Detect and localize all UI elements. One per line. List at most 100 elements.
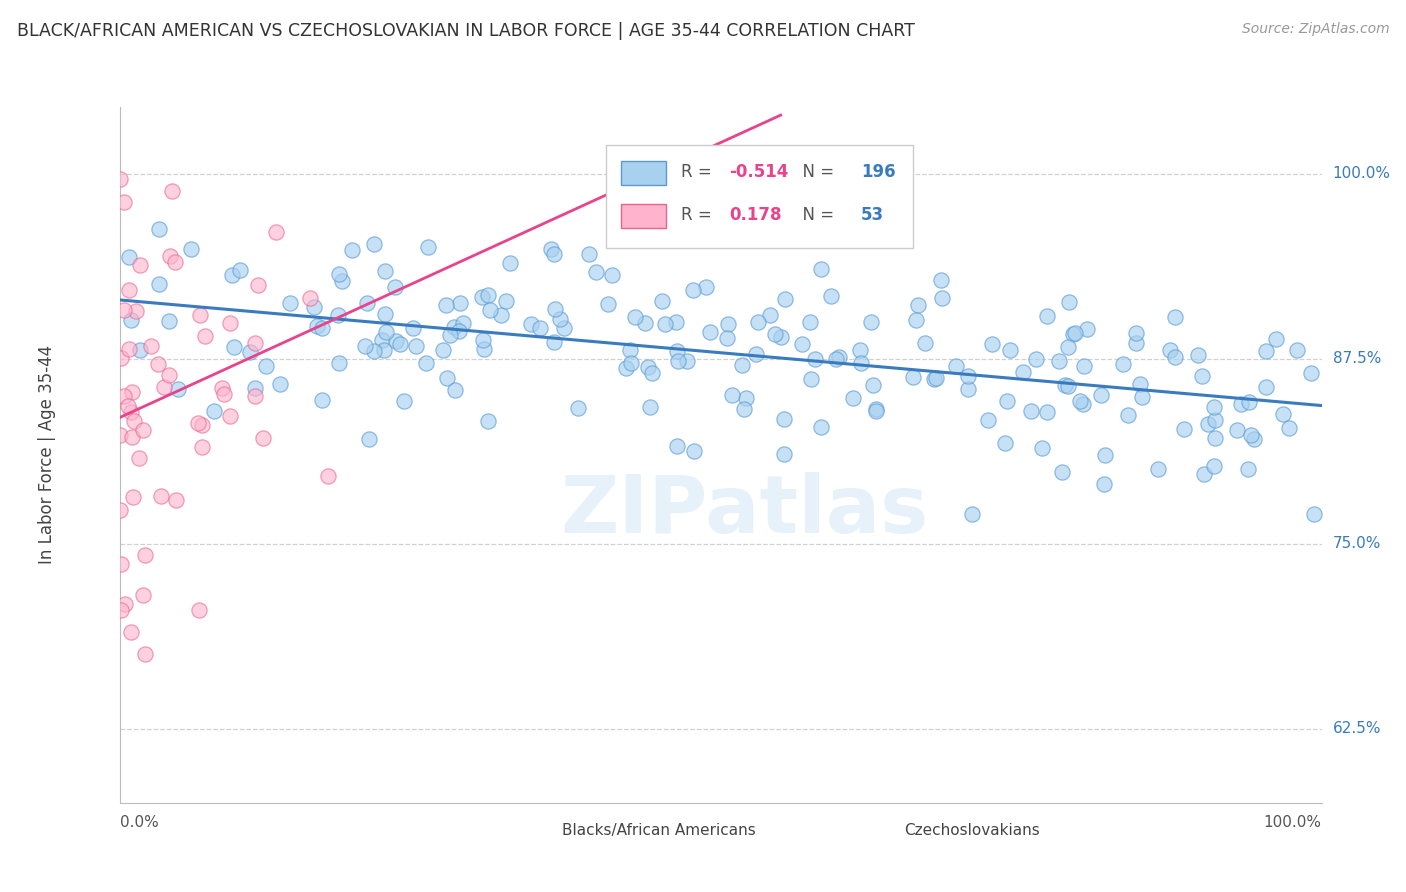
Point [735, 391, 758, 405]
Point [443, 383, 465, 397]
Text: In Labor Force | Age 35-44: In Labor Force | Age 35-44 [38, 345, 56, 565]
FancyBboxPatch shape [621, 161, 666, 185]
Point [120, 313, 142, 327]
Point [1073, 359, 1095, 373]
Point [1092, 476, 1115, 491]
Point [252, 431, 274, 445]
Point [1090, 387, 1112, 401]
Point [865, 404, 887, 418]
Point [401, 321, 423, 335]
Point [931, 291, 953, 305]
Point [120, 405, 142, 419]
Point [981, 337, 1004, 351]
Point [243, 389, 266, 403]
Point [820, 289, 842, 303]
Point [548, 312, 571, 326]
Text: BLACK/AFRICAN AMERICAN VS CZECHOSLOVAKIAN IN LABOR FORCE | AGE 35-44 CORRELATION: BLACK/AFRICAN AMERICAN VS CZECHOSLOVAKIA… [17, 22, 915, 40]
Point [477, 414, 499, 428]
Point [1050, 465, 1073, 479]
Point [1057, 295, 1080, 310]
Point [637, 360, 659, 375]
Text: 100.0%: 100.0% [1264, 814, 1322, 830]
Point [243, 381, 266, 395]
Point [439, 327, 461, 342]
Point [1286, 343, 1309, 357]
Point [354, 339, 377, 353]
Point [1163, 310, 1185, 325]
Point [1192, 467, 1215, 482]
Point [132, 588, 155, 602]
Point [388, 337, 411, 351]
Point [499, 256, 522, 270]
Point [311, 321, 333, 335]
Point [957, 382, 980, 396]
Point [614, 361, 637, 376]
Point [666, 343, 689, 358]
Point [520, 317, 543, 331]
Point [436, 370, 458, 384]
Text: R =: R = [681, 206, 717, 224]
Point [148, 277, 170, 291]
Point [374, 264, 396, 278]
Point [865, 402, 887, 417]
Point [472, 333, 495, 347]
Point [134, 548, 156, 562]
Point [405, 339, 427, 353]
Point [108, 428, 131, 442]
Point [1191, 368, 1213, 383]
Point [1047, 354, 1070, 368]
Text: N =: N = [792, 162, 839, 181]
Point [665, 440, 688, 454]
Text: -0.514: -0.514 [728, 162, 789, 181]
Point [326, 308, 349, 322]
Point [924, 372, 946, 386]
Point [1036, 309, 1059, 323]
Point [128, 450, 150, 465]
Point [1237, 394, 1260, 409]
Point [219, 409, 242, 424]
Point [851, 356, 873, 370]
Point [994, 436, 1017, 450]
Point [229, 263, 252, 277]
Point [122, 414, 145, 428]
Point [1264, 333, 1286, 347]
Point [1187, 348, 1209, 362]
Point [682, 444, 704, 458]
Point [239, 344, 262, 359]
Point [1057, 340, 1080, 354]
Point [1271, 407, 1294, 421]
Point [114, 597, 136, 611]
Point [666, 353, 689, 368]
Point [165, 254, 187, 268]
Point [447, 324, 470, 338]
Point [188, 603, 211, 617]
Point [159, 249, 181, 263]
Point [1204, 400, 1226, 414]
Point [254, 359, 277, 374]
Text: 196: 196 [862, 162, 896, 181]
Point [543, 334, 565, 349]
Point [1226, 423, 1249, 437]
Point [998, 343, 1021, 357]
Point [1071, 397, 1094, 411]
Point [634, 316, 657, 330]
Point [721, 388, 744, 402]
Point [117, 400, 139, 414]
Point [810, 419, 832, 434]
Point [477, 288, 499, 302]
Point [478, 303, 501, 318]
Point [1125, 336, 1147, 351]
Point [772, 412, 794, 426]
Point [620, 356, 643, 370]
Point [842, 392, 865, 406]
Point [221, 268, 243, 283]
Point [305, 318, 328, 333]
Point [243, 336, 266, 351]
Point [1054, 377, 1077, 392]
Point [112, 302, 135, 317]
Point [1062, 326, 1084, 341]
Point [651, 293, 673, 308]
Point [373, 343, 395, 358]
Point [1125, 326, 1147, 340]
Point [1035, 404, 1057, 418]
